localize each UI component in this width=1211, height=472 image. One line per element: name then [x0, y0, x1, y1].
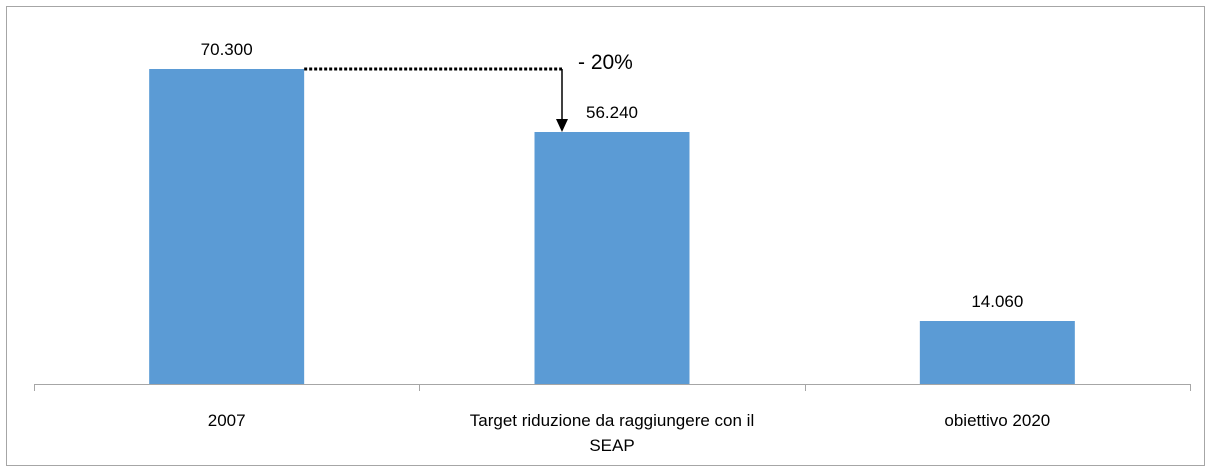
x-tick-label: Target riduzione da raggiungere con il S… [469, 411, 755, 455]
x-tick-label: obiettivo 2020 [944, 411, 1051, 430]
annotation: - 20% [578, 51, 633, 74]
value-label: 56.240 [586, 103, 638, 122]
x-tick-label: 2007 [207, 411, 246, 430]
arrow-head [556, 119, 568, 132]
bar [534, 132, 690, 384]
bar [919, 321, 1075, 384]
bar [149, 69, 305, 384]
value-label: 14.060 [971, 292, 1023, 311]
value-label: 70.300 [201, 40, 253, 59]
